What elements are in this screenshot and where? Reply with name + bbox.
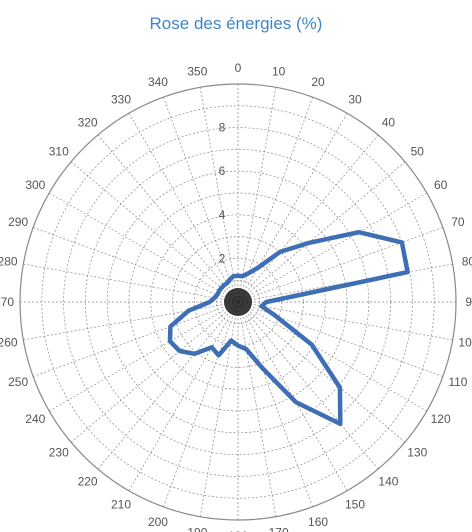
angle-label-300: 300 [25,178,45,192]
spoke-260 [23,301,239,341]
angle-label-40: 40 [382,116,396,130]
spoke-130 [237,301,406,443]
spoke-290 [33,227,239,303]
angle-label-80: 80 [462,254,472,268]
radial-tick-label: 2 [219,251,226,265]
spoke-330 [128,113,239,303]
spoke-300 [49,192,239,303]
angle-label-110: 110 [448,375,467,389]
angle-label-240: 240 [25,412,45,426]
spoke-20 [237,97,313,303]
spoke-160 [237,301,313,507]
spoke-70 [237,227,443,303]
spoke-50 [237,161,406,303]
angle-label-210: 210 [111,498,131,512]
angle-label-90: 90 [465,295,472,309]
angle-label-180: 180 [228,529,248,532]
spoke-320 [97,134,239,303]
spoke-350 [199,87,239,303]
angle-label-30: 30 [348,92,362,106]
angle-label-310: 310 [49,145,69,159]
spoke-40 [237,134,379,303]
angle-label-10: 10 [272,65,286,79]
angle-label-230: 230 [49,445,69,459]
grid-circle [106,170,370,434]
spoke-340 [163,97,239,303]
spoke-250 [33,301,239,377]
chart-title: Rose des énergies (%) [149,14,323,33]
spoke-230 [70,301,239,443]
angle-label-20: 20 [311,75,325,89]
spoke-170 [237,301,277,517]
angle-label-150: 150 [345,498,365,512]
angle-label-280: 280 [0,254,18,268]
angle-label-330: 330 [111,92,131,106]
radial-tick-label: 4 [219,208,226,222]
angle-label-270: 270 [0,295,14,309]
grid-circle [150,214,326,390]
angle-label-0: 0 [235,61,242,75]
angle-label-120: 120 [431,412,451,426]
spoke-210 [128,301,239,491]
radial-tick-label: 6 [219,164,226,178]
angle-label-130: 130 [407,445,427,459]
angle-label-190: 190 [187,525,207,532]
angle-label-70: 70 [451,215,465,229]
spoke-10 [237,87,277,303]
spoke-120 [237,301,427,412]
spoke-100 [237,301,453,341]
angle-label-100: 100 [458,336,472,350]
angle-label-250: 250 [8,375,28,389]
spoke-60 [237,192,427,303]
spoke-310 [70,161,239,303]
spoke-30 [237,113,348,303]
radial-tick-label: 8 [219,121,226,135]
angle-label-200: 200 [148,515,168,529]
angle-label-220: 220 [78,474,98,488]
energy-series-line [167,229,410,427]
angle-label-320: 320 [78,116,98,130]
spoke-280 [23,263,239,303]
angle-label-50: 50 [411,145,425,159]
angle-label-170: 170 [269,525,289,532]
angle-label-140: 140 [378,474,398,488]
angle-label-340: 340 [148,75,168,89]
spoke-220 [97,301,239,470]
angle-label-350: 350 [187,65,207,79]
angle-label-60: 60 [434,178,448,192]
spoke-200 [163,301,239,507]
grid-circle [63,127,413,477]
center-dot [224,288,252,316]
spoke-240 [49,301,239,412]
angle-label-260: 260 [0,336,18,350]
angle-label-290: 290 [8,215,28,229]
spoke-140 [237,301,379,470]
spoke-190 [199,301,239,517]
angle-label-160: 160 [308,515,328,529]
